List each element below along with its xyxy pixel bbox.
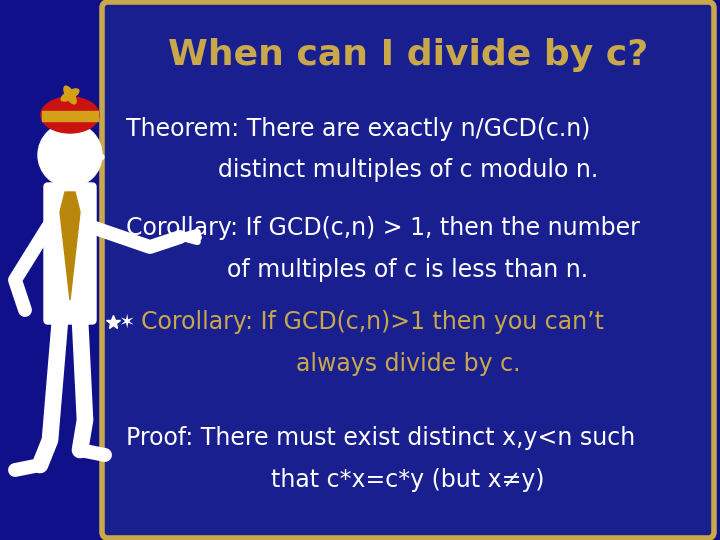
Circle shape	[38, 123, 102, 187]
Text: ✶: ✶	[118, 313, 135, 332]
Text: of multiples of c is less than n.: of multiples of c is less than n.	[228, 258, 588, 282]
Ellipse shape	[41, 97, 99, 133]
FancyBboxPatch shape	[42, 111, 98, 121]
FancyBboxPatch shape	[102, 2, 714, 538]
Text: Theorem: There are exactly n/GCD(c.n): Theorem: There are exactly n/GCD(c.n)	[126, 117, 590, 140]
Text: always divide by c.: always divide by c.	[296, 352, 521, 376]
Polygon shape	[60, 192, 80, 300]
Text: distinct multiples of c modulo n.: distinct multiples of c modulo n.	[218, 158, 598, 183]
Text: that c*x=c*y (but x≠y): that c*x=c*y (but x≠y)	[271, 468, 545, 491]
Text: Corollary: If GCD(c,n)>1 then you can’t: Corollary: If GCD(c,n)>1 then you can’t	[141, 310, 604, 334]
Ellipse shape	[61, 89, 79, 101]
Ellipse shape	[90, 153, 104, 161]
Text: Corollary: If GCD(c,n) > 1, then the number: Corollary: If GCD(c,n) > 1, then the num…	[126, 216, 640, 240]
Text: When can I divide by c?: When can I divide by c?	[168, 38, 648, 72]
Ellipse shape	[64, 86, 76, 104]
FancyBboxPatch shape	[44, 183, 96, 324]
Text: Proof: There must exist distinct x,y<n such: Proof: There must exist distinct x,y<n s…	[126, 426, 635, 450]
